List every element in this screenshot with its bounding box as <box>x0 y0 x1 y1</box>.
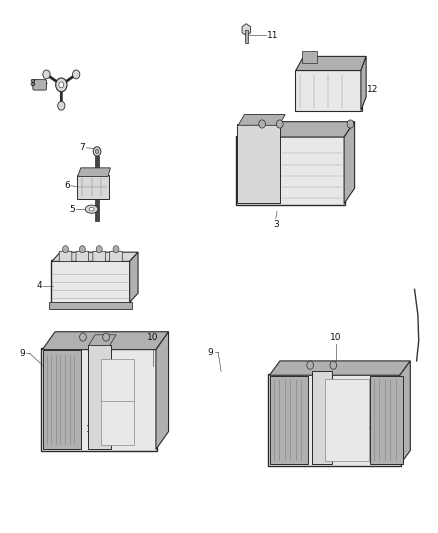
Polygon shape <box>237 122 355 137</box>
Text: 9: 9 <box>208 348 214 357</box>
FancyBboxPatch shape <box>43 350 81 449</box>
FancyBboxPatch shape <box>270 376 308 464</box>
Circle shape <box>56 78 67 92</box>
Text: 10: 10 <box>330 333 342 342</box>
Circle shape <box>58 101 65 110</box>
Circle shape <box>307 361 314 369</box>
Text: 10: 10 <box>147 333 158 342</box>
FancyBboxPatch shape <box>41 348 157 451</box>
Circle shape <box>73 70 80 79</box>
Text: 2: 2 <box>367 422 373 431</box>
Polygon shape <box>52 252 138 261</box>
FancyBboxPatch shape <box>268 374 401 466</box>
Circle shape <box>93 147 101 156</box>
FancyBboxPatch shape <box>77 175 109 199</box>
Polygon shape <box>361 56 366 110</box>
Text: 4: 4 <box>36 281 42 290</box>
Circle shape <box>113 246 119 253</box>
Text: 11: 11 <box>267 31 279 40</box>
FancyBboxPatch shape <box>101 359 134 401</box>
Bar <box>95 156 99 221</box>
FancyBboxPatch shape <box>33 79 46 90</box>
Polygon shape <box>400 361 410 465</box>
Circle shape <box>259 120 265 128</box>
Circle shape <box>59 82 64 88</box>
Circle shape <box>330 361 337 369</box>
Circle shape <box>96 246 102 253</box>
Polygon shape <box>78 168 110 176</box>
FancyBboxPatch shape <box>110 251 122 262</box>
Circle shape <box>80 333 86 341</box>
FancyBboxPatch shape <box>370 376 403 464</box>
Polygon shape <box>238 115 285 125</box>
FancyArrowPatch shape <box>49 76 59 83</box>
Polygon shape <box>344 122 355 204</box>
Ellipse shape <box>85 205 98 213</box>
Text: 6: 6 <box>64 181 70 190</box>
Polygon shape <box>42 332 169 350</box>
Circle shape <box>63 246 68 253</box>
Polygon shape <box>296 56 366 70</box>
Text: 8: 8 <box>29 79 35 88</box>
Polygon shape <box>88 335 116 345</box>
Text: 12: 12 <box>367 85 379 94</box>
Circle shape <box>276 120 283 128</box>
FancyArrowPatch shape <box>64 76 74 83</box>
Polygon shape <box>130 252 138 302</box>
Polygon shape <box>156 332 169 449</box>
Circle shape <box>95 149 99 154</box>
FancyBboxPatch shape <box>49 302 132 309</box>
FancyBboxPatch shape <box>101 398 134 446</box>
Text: 7: 7 <box>80 143 85 152</box>
FancyBboxPatch shape <box>93 251 106 262</box>
Circle shape <box>102 333 110 341</box>
FancyBboxPatch shape <box>76 251 88 262</box>
FancyBboxPatch shape <box>302 51 317 63</box>
FancyBboxPatch shape <box>295 69 362 111</box>
FancyBboxPatch shape <box>311 371 332 464</box>
Ellipse shape <box>89 207 94 211</box>
Text: 1: 1 <box>86 425 92 434</box>
Text: 9: 9 <box>19 349 25 358</box>
FancyBboxPatch shape <box>237 124 280 203</box>
Circle shape <box>43 70 50 79</box>
Bar <box>245 30 248 43</box>
Text: 9: 9 <box>250 135 256 144</box>
Text: 5: 5 <box>69 205 75 214</box>
Circle shape <box>347 120 354 128</box>
Circle shape <box>79 246 85 253</box>
Text: 3: 3 <box>273 221 279 229</box>
FancyBboxPatch shape <box>51 260 131 303</box>
FancyBboxPatch shape <box>88 344 110 449</box>
Polygon shape <box>269 361 410 375</box>
FancyBboxPatch shape <box>236 135 345 205</box>
FancyBboxPatch shape <box>59 251 72 262</box>
FancyBboxPatch shape <box>325 379 369 461</box>
